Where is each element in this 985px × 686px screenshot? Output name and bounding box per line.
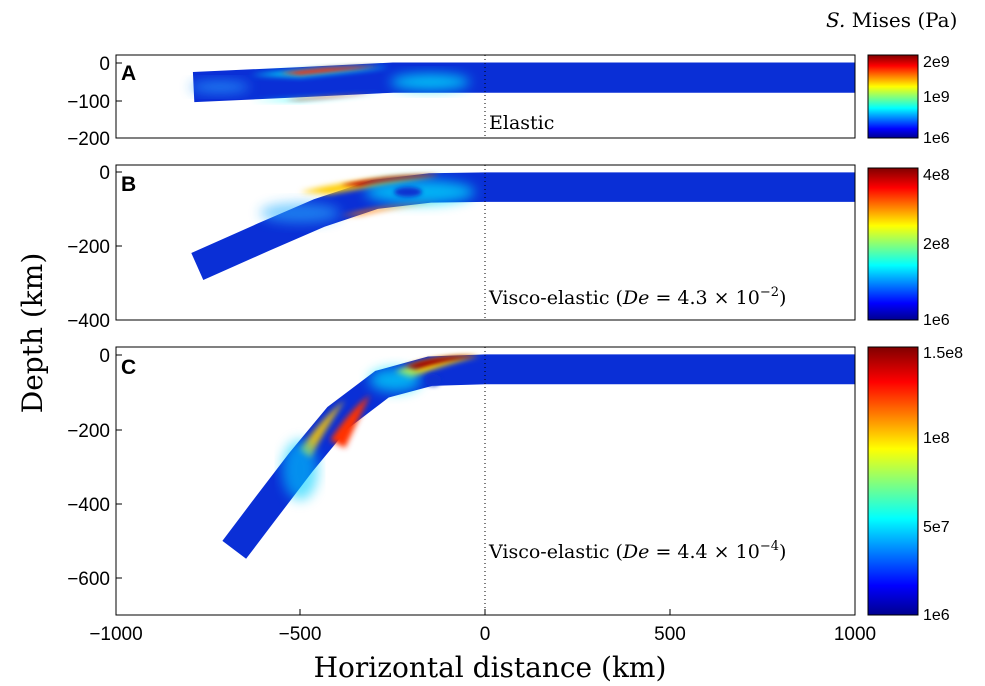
colorbar-title-rest: Mises (Pa) (845, 8, 957, 32)
panel-c-ytick-label-3: −600 (67, 569, 110, 590)
panel-a-ytick-label-0: 0 (99, 54, 110, 75)
panel-b-label-math: De (622, 287, 649, 309)
panel-b-cbar-tick-0: 1e6 (923, 312, 950, 329)
panel-c-hot-bend (330, 395, 370, 448)
panel-c-label-exp: −4 (760, 539, 779, 554)
panel-b-glow-2 (260, 203, 340, 223)
panel-b-hot-upper-core (340, 174, 440, 186)
panel-b-label-exp: −2 (760, 285, 779, 300)
panel-a-field (190, 55, 855, 138)
panel-a-glow-2 (190, 81, 250, 93)
panel-b-letter: B (121, 173, 136, 196)
colorbar-title: S. Mises (Pa) (826, 8, 957, 32)
panel-b-hot-lower (340, 201, 440, 216)
panel-b-cbar-tick-1: 2e8 (923, 236, 950, 253)
panel-c-colorbar (867, 346, 919, 616)
panel-a-axes (115, 54, 856, 139)
panel-a-cbar-tick-2: 2e9 (923, 54, 950, 71)
xtick-label-2: 0 (480, 624, 491, 645)
panel-b-colorbar (867, 167, 919, 321)
panel-a-hot-upper-core (280, 66, 380, 75)
x-axis-label: Horizontal distance (km) (314, 651, 667, 684)
panel-c-label-post: ) (779, 541, 786, 563)
panel-a-yticks: 0 −100 −200 (67, 54, 122, 150)
xtick-label-4: 1000 (834, 624, 876, 645)
colorbar-title-italic: S. (826, 8, 845, 32)
panel-c-label-pre: Visco-elastic ( (488, 541, 623, 563)
panel-b-axes (115, 164, 856, 321)
panel-b-yticks: 0 −200 −400 (67, 163, 122, 332)
panel-b: B Visco-elastic (De = 4.3 × 10−2) 0 −200… (67, 163, 950, 332)
panel-c-ytick-label-0: 0 (99, 346, 110, 367)
panel-c-cbar-tick-0: 1e6 (923, 607, 950, 624)
panel-c-glow-2 (282, 440, 318, 500)
panel-b-cold-spot (394, 187, 422, 197)
panel-c-hot-hinge (395, 355, 480, 378)
panel-c-yticks: 0 −200 −400 −600 (67, 346, 122, 590)
panel-c-letter: C (121, 356, 136, 379)
panel-b-slab (191, 172, 855, 280)
panel-c-cold-spot (425, 374, 441, 386)
x-axis: −1000 −500 0 500 1000 (89, 609, 876, 645)
panel-a-cbar-tick-1: 1e9 (923, 89, 950, 106)
xtick-label-1: −500 (279, 624, 322, 645)
panel-c-glow-1 (369, 368, 421, 392)
panel-a-hot-lower (250, 93, 385, 101)
y-axis-label: Depth (km) (16, 253, 49, 414)
panel-c-label: Visco-elastic (De = 4.4 × 10−4) (488, 539, 786, 563)
xtick-label-3: 500 (654, 624, 686, 645)
panel-a-ytick-label-2: −200 (67, 129, 110, 150)
panel-b-cbar-tick-2: 4e8 (923, 167, 950, 184)
panel-c-label-math: De (622, 541, 649, 563)
panel-b-label: Visco-elastic (De = 4.3 × 10−2) (488, 285, 786, 309)
panel-c-cbar-tick-1: 5e7 (923, 519, 950, 536)
panel-b-ytick-label-0: 0 (99, 163, 110, 184)
panel-a-ytick-label-1: −100 (67, 92, 110, 113)
panel-c-ytick-label-1: −200 (67, 421, 110, 442)
panel-c-cbar-tick-3: 1.5e8 (923, 345, 963, 362)
panel-b-ytick-label-2: −400 (67, 311, 110, 332)
panel-c-slab (222, 354, 855, 559)
panel-b-field (191, 165, 855, 320)
panel-c-field (222, 347, 855, 615)
panel-a-slab (192, 62, 855, 103)
panel-c: C Visco-elastic (De = 4.4 × 10−4) 0 −200… (67, 345, 963, 645)
panel-c-hot-bend-2 (300, 400, 345, 458)
panel-a-label: Elastic (489, 112, 554, 134)
panel-b-label-post: ) (779, 287, 786, 309)
panel-b-label-pre: Visco-elastic ( (488, 287, 623, 309)
xtick-label-0: −1000 (89, 624, 142, 645)
panel-c-hot-hinge-core (405, 355, 478, 370)
panel-c-cbar-tick-2: 1e8 (923, 430, 950, 447)
panel-c-ytick-label-2: −400 (67, 495, 110, 516)
panel-b-label-eq: = 4.3 × 10 (649, 287, 759, 309)
panel-a-glow-1 (390, 74, 470, 90)
panel-a-letter: A (121, 62, 136, 85)
panel-a-cbar-tick-0: 1e6 (923, 130, 950, 147)
panel-a: A Elastic 0 −100 −200 1e6 1e9 2e9 (67, 54, 950, 150)
panel-c-label-eq: = 4.4 × 10 (649, 541, 759, 563)
panel-b-ytick-label-1: −200 (67, 237, 110, 258)
panel-a-hot-lower-core (285, 93, 375, 100)
panel-a-colorbar (867, 54, 919, 139)
